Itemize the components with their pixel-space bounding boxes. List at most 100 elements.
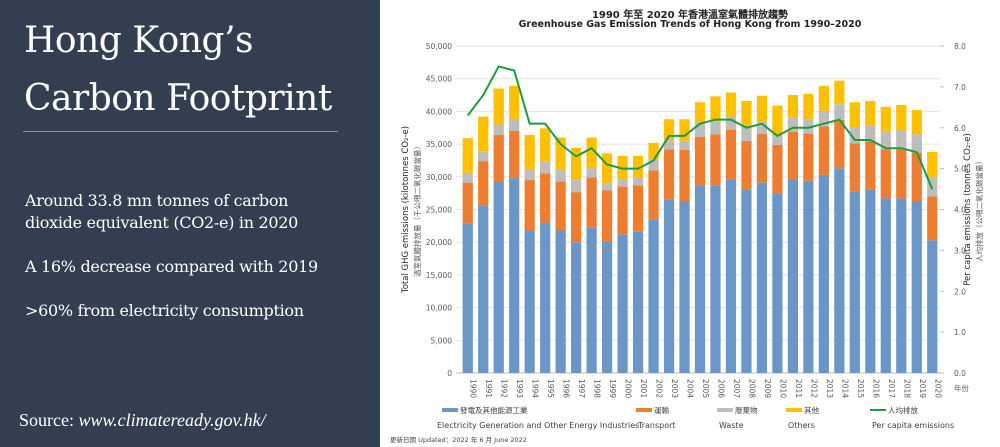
bar-others-2013 <box>818 85 829 111</box>
emissions-chart: 0 5,000 10,000 15,000 20,000 25,000 30,000 35,0… <box>401 42 984 430</box>
bar-transport-2011 <box>787 131 799 180</box>
bar-others-2005 <box>694 102 706 123</box>
legend-label: Transport <box>637 421 676 430</box>
x-axis-title: 年份 <box>954 383 969 393</box>
bar-others-2008 <box>741 100 752 126</box>
source-link[interactable]: www.climateready.gov.hk/ <box>78 410 266 430</box>
bar-transport-2000 <box>617 186 628 235</box>
bar-others-2009 <box>756 95 768 122</box>
bar-transport-2008 <box>741 140 752 190</box>
legend-item-electricity-generation-and-other-energy-industries: 發電及其他能源工業 Electricity Generation and Othe… <box>437 405 639 430</box>
y2-tick-label: 0.0 <box>954 369 966 378</box>
bar-waste-2012 <box>803 119 814 134</box>
bar-electricity-generation-and-other-energy-industries-2002 <box>648 219 659 373</box>
bar-transport-1998 <box>586 177 597 228</box>
bar-others-2010 <box>772 105 783 135</box>
y2-tick-label: 7.0 <box>954 83 966 92</box>
legend-item-others: 其他 Others <box>786 405 819 430</box>
x-tick-label: 2014 <box>840 379 849 398</box>
y-tick-label: 25,000 <box>426 206 452 215</box>
bar-electricity-generation-and-other-energy-industries-2011 <box>787 179 799 373</box>
x-tick-label: 1990 <box>469 379 478 398</box>
bar-transport-2018 <box>896 149 907 199</box>
x-tick-label: 2001 <box>639 379 648 398</box>
bar-waste-2006 <box>710 121 721 135</box>
y-tick-label: 10,000 <box>426 304 452 313</box>
bar-electricity-generation-and-other-energy-industries-2020 <box>927 240 938 373</box>
bar-others-1991 <box>478 116 489 152</box>
x-tick-label: 2009 <box>763 379 772 398</box>
bar-transport-1999 <box>601 190 613 242</box>
bar-electricity-generation-and-other-energy-industries-1993 <box>509 178 520 373</box>
bar-electricity-generation-and-other-energy-industries-1992 <box>493 182 504 373</box>
y-tick-label: 40,000 <box>426 107 452 116</box>
bar-others-2018 <box>896 104 907 131</box>
bar-electricity-generation-and-other-energy-industries-1995 <box>540 222 551 373</box>
legend-swatch <box>717 408 733 412</box>
legend-label-chinese: 發電及其他能源工業 <box>460 405 528 415</box>
legend-item-waste: 廢棄物 Waste <box>717 405 758 430</box>
bar-others-1994 <box>524 134 535 169</box>
bar-transport-1993 <box>509 131 520 179</box>
legend-label-chinese: 廢棄物 <box>735 405 758 415</box>
bar-transport-1990 <box>462 182 473 224</box>
y-tick-label: 15,000 <box>426 271 452 280</box>
legend-label-chinese: 其他 <box>804 405 819 415</box>
bar-transport-1991 <box>478 161 489 206</box>
y2-tick-label: 6.0 <box>954 124 966 133</box>
bar-others-1993 <box>509 85 520 120</box>
x-tick-label: 1992 <box>500 379 509 398</box>
bar-transport-2013 <box>818 126 829 175</box>
x-tick-label: 2017 <box>887 379 896 398</box>
x-tick-label: 2020 <box>933 379 942 398</box>
y2-tick-label: 8.0 <box>954 42 966 51</box>
bar-others-2014 <box>834 80 845 105</box>
bar-electricity-generation-and-other-energy-industries-2005 <box>694 185 706 373</box>
x-tick-label: 2003 <box>670 379 679 398</box>
bar-others-2001 <box>632 155 644 178</box>
y-tick-label: 5,000 <box>431 336 453 345</box>
bar-waste-1991 <box>478 151 489 162</box>
bar-transport-2017 <box>880 149 891 199</box>
bar-waste-1990 <box>462 172 473 183</box>
y2-axis-title: Per capita emissions (tonnes CO₂-e) <box>963 133 973 286</box>
bar-waste-2011 <box>787 117 799 132</box>
bar-others-2004 <box>679 119 690 141</box>
x-tick-label: 2007 <box>732 379 741 398</box>
bar-waste-2013 <box>818 110 829 127</box>
x-tick-label: 2004 <box>686 379 695 398</box>
legend-label-chinese: 運輸 <box>654 405 669 415</box>
y2-tick-label: 3.0 <box>954 246 966 255</box>
bar-electricity-generation-and-other-energy-industries-2014 <box>834 168 845 373</box>
bar-waste-2014 <box>834 104 845 120</box>
bar-waste-2016 <box>865 125 876 142</box>
bar-electricity-generation-and-other-energy-industries-2003 <box>663 199 675 373</box>
bar-electricity-generation-and-other-energy-industries-2001 <box>632 231 644 373</box>
y2-axis-title-chinese: 人均排放（公噸二氧化碳當量） <box>974 157 984 262</box>
bar-electricity-generation-and-other-energy-industries-2004 <box>679 200 690 373</box>
bar-electricity-generation-and-other-energy-industries-2017 <box>880 198 891 373</box>
key-facts: Around 33.8 mn tonnes of carbon dioxide … <box>25 190 370 344</box>
bar-waste-2015 <box>849 127 860 144</box>
bar-electricity-generation-and-other-energy-industries-2016 <box>865 189 876 373</box>
bar-waste-2009 <box>756 121 768 134</box>
bar-electricity-generation-and-other-energy-industries-2013 <box>818 174 829 373</box>
fact-total-emissions: Around 33.8 mn tonnes of carbon dioxide … <box>25 191 299 232</box>
x-tick-label: 2016 <box>871 379 880 398</box>
y-axis-title: Total GHG emissions (kilotonnes CO₂-e) <box>401 126 411 294</box>
x-tick-label: 2002 <box>655 379 664 398</box>
title-line-2: Carbon Footprint <box>24 78 332 119</box>
x-tick-label: 2012 <box>809 379 818 398</box>
bar-waste-1997 <box>571 180 582 193</box>
bar-transport-2002 <box>648 170 659 220</box>
bar-others-2020 <box>927 151 938 177</box>
y2-tick-label: 4.0 <box>954 206 966 215</box>
x-tick-label: 1998 <box>593 379 602 398</box>
legend-label: Waste <box>719 421 744 430</box>
legend-swatch <box>786 408 802 412</box>
x-tick-label: 2018 <box>902 379 911 398</box>
fact-decrease: A 16% decrease compared with 2019 <box>25 257 318 276</box>
bar-transport-2009 <box>756 133 768 183</box>
bar-waste-2005 <box>694 122 706 137</box>
legend-label: Per capita emissions <box>872 421 954 430</box>
